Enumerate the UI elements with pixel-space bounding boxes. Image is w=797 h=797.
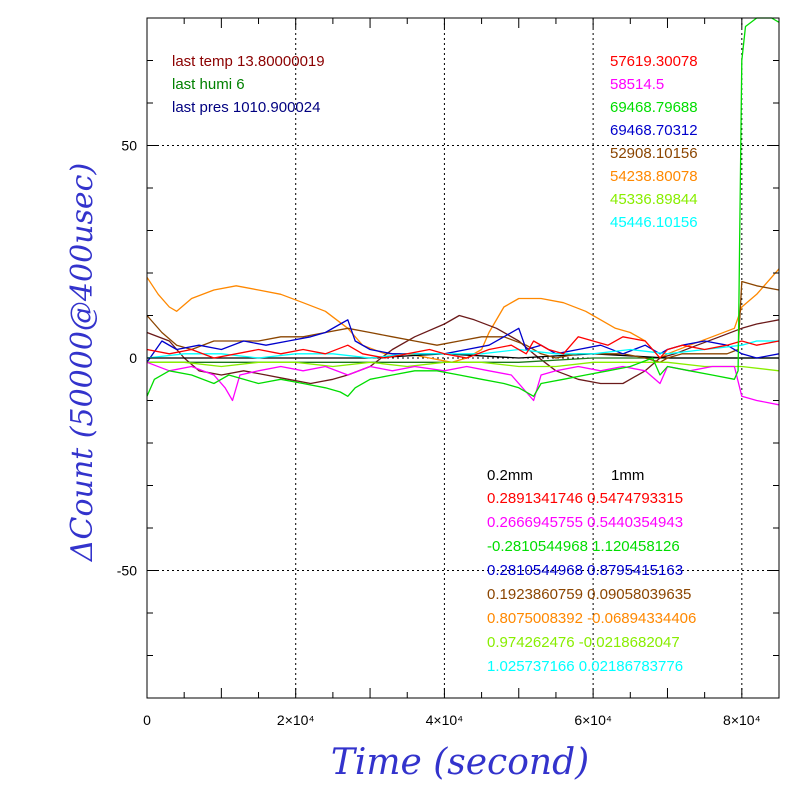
x-tick-label: 6×10⁴ [574,712,612,728]
tick-labels: 0 2×10⁴ 4×10⁴ 6×10⁴ 8×10⁴ -50 0 50 [117,138,761,729]
weather-label: last pres 1010.900024 [172,99,320,116]
series-legend-value: 58514.5 [610,76,664,93]
series-line [147,361,780,372]
x-tick-label: 4×10⁴ [426,712,464,728]
series-line [146,17,780,397]
series-legend-value: 45336.89844 [610,191,698,208]
series-line [146,280,780,363]
series-legend-value: 57619.30078 [610,53,698,70]
series-table-row: 0.974262476 -0.0218682047 [487,634,680,651]
plot-series [146,17,780,406]
series-table-row: 0.2666945755 0.5440354943 [487,514,683,531]
table-header: 0.2mm [487,467,533,484]
x-tick-label: 2×10⁴ [277,712,315,728]
series-table-row: 0.1923860759 0.09058039635 [487,586,691,603]
y-tick-label: 50 [121,138,137,154]
weather-label: last humi 6 [172,76,245,93]
series-line [146,336,780,359]
series-legend-value: 52908.10156 [610,145,698,162]
series-legend-value: 54238.80078 [610,168,698,185]
series-line [146,314,780,385]
axis-ticks [146,17,780,699]
series-legend-value: 45446.10156 [610,214,698,231]
series-table-row: 0.8075008392 -0.06894334406 [487,610,696,627]
series-table-row: 0.2810544968 0.8795415163 [487,562,683,579]
series-table-row: 1.025737166 0.02186783776 [487,658,683,675]
x-tick-label: 8×10⁴ [723,712,761,728]
y-tick-label: 0 [129,350,137,366]
y-tick-label: -50 [117,563,137,579]
series-table-row: 0.2891341746 0.5474793315 [487,490,683,507]
x-tick-label: 0 [143,712,151,728]
weather-label: last temp 13.80000019 [172,53,325,70]
series-line [146,268,780,363]
series-legend-value: 69468.70312 [610,122,698,139]
series-table-row: -0.2810544968 1.120458126 [487,538,680,555]
y-axis-title: ΔCount (50000@400usec) [65,163,100,562]
x-axis-title: Time (second) [331,742,589,783]
series-legend-value: 69468.79688 [610,99,698,116]
table-header: 1mm [611,467,644,484]
series-line [146,361,780,406]
annotations: last temp 13.80000019 last humi 6 last pre… [172,53,698,675]
